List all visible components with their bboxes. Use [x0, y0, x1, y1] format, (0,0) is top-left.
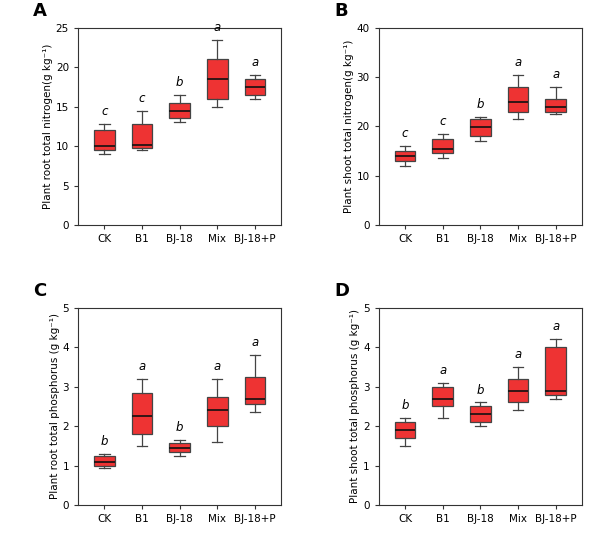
PathPatch shape: [395, 422, 415, 438]
PathPatch shape: [207, 397, 227, 426]
Text: a: a: [439, 364, 446, 377]
PathPatch shape: [470, 119, 491, 136]
Text: c: c: [440, 115, 446, 128]
Text: c: c: [402, 127, 409, 140]
Text: c: c: [139, 92, 145, 105]
PathPatch shape: [508, 379, 529, 402]
PathPatch shape: [245, 79, 265, 95]
PathPatch shape: [470, 406, 491, 422]
PathPatch shape: [433, 139, 453, 154]
Text: a: a: [214, 360, 221, 373]
PathPatch shape: [131, 392, 152, 434]
Text: D: D: [334, 282, 349, 300]
Text: a: a: [514, 56, 521, 69]
Text: a: a: [552, 320, 559, 334]
Text: a: a: [251, 56, 259, 69]
PathPatch shape: [169, 443, 190, 452]
PathPatch shape: [94, 130, 115, 150]
PathPatch shape: [433, 387, 453, 406]
PathPatch shape: [131, 124, 152, 148]
Text: b: b: [176, 76, 184, 89]
Text: a: a: [139, 360, 146, 373]
PathPatch shape: [169, 103, 190, 118]
Text: C: C: [33, 282, 47, 300]
Y-axis label: Plant root total nitrogen(g kg⁻¹): Plant root total nitrogen(g kg⁻¹): [43, 44, 53, 209]
Text: a: a: [514, 348, 521, 361]
Text: b: b: [101, 435, 108, 448]
Y-axis label: Plant root total phosphorus (g kg⁻¹): Plant root total phosphorus (g kg⁻¹): [50, 314, 59, 500]
Text: a: a: [214, 21, 221, 34]
Text: b: b: [476, 384, 484, 397]
Y-axis label: Plant shoot total nitrogen(g kg⁻¹): Plant shoot total nitrogen(g kg⁻¹): [344, 39, 354, 213]
Text: c: c: [101, 105, 107, 118]
PathPatch shape: [508, 87, 529, 112]
PathPatch shape: [545, 347, 566, 395]
Text: a: a: [552, 68, 559, 81]
PathPatch shape: [94, 456, 115, 466]
Text: B: B: [334, 2, 347, 20]
PathPatch shape: [395, 151, 415, 161]
PathPatch shape: [545, 99, 566, 112]
Text: a: a: [251, 336, 259, 349]
Text: b: b: [401, 400, 409, 412]
Text: A: A: [33, 2, 47, 20]
Text: b: b: [476, 98, 484, 110]
Text: b: b: [176, 421, 184, 434]
PathPatch shape: [207, 59, 227, 99]
PathPatch shape: [245, 377, 265, 405]
Y-axis label: Plant shoot total phosphorus (g kg⁻¹): Plant shoot total phosphorus (g kg⁻¹): [350, 310, 361, 503]
